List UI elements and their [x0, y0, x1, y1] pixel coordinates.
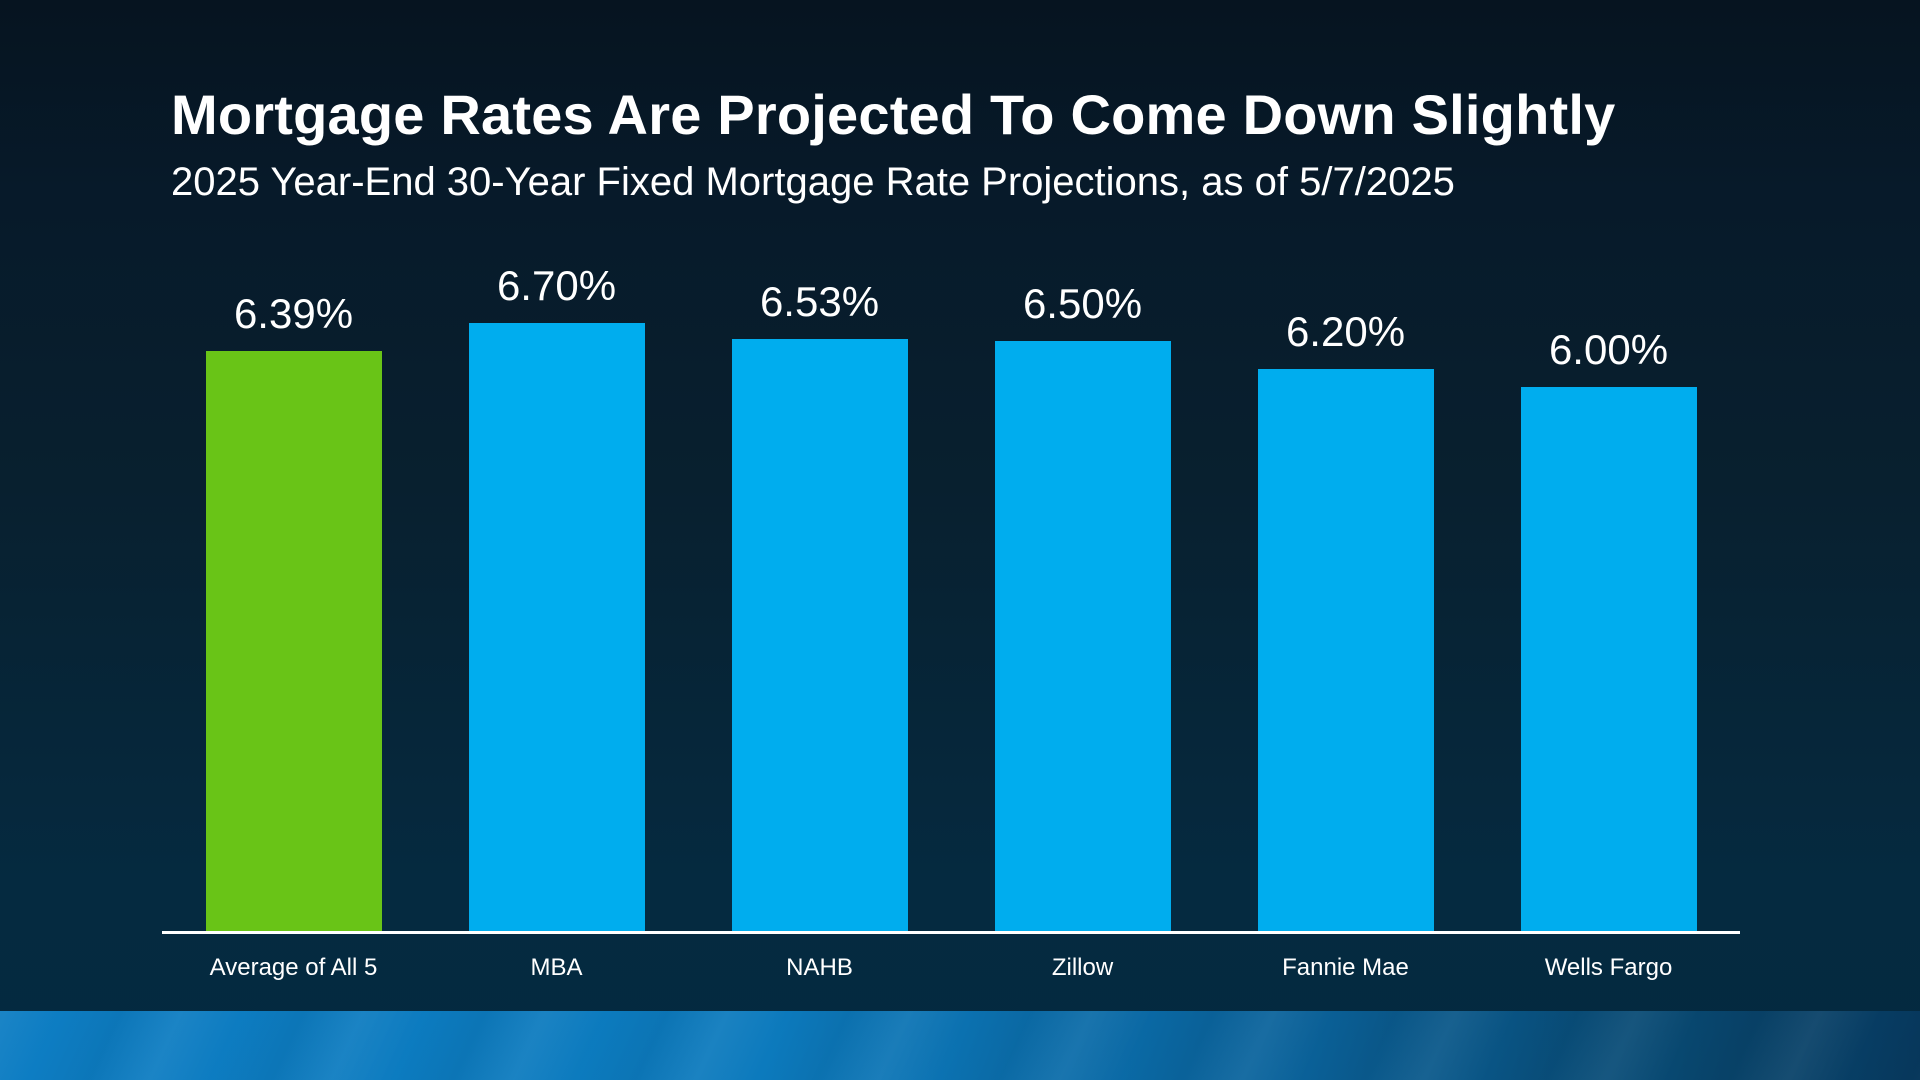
bar-category-label: Zillow — [1051, 954, 1114, 981]
bar — [205, 351, 382, 931]
bar — [1520, 387, 1697, 931]
bar-group: 6.00% — [1477, 245, 1740, 931]
x-axis-line — [162, 931, 1740, 934]
bar-value-label: 6.50% — [1022, 280, 1143, 327]
bar — [994, 341, 1171, 931]
bar-category-label: Average of All 5 — [209, 954, 378, 981]
bar-group: 6.50% — [951, 245, 1214, 931]
bar-category-label: MBA — [530, 954, 583, 981]
bar — [1257, 369, 1434, 931]
bar-value-label: 6.00% — [1548, 326, 1669, 373]
chart-title: Mortgage Rates Are Projected To Come Dow… — [171, 83, 1616, 146]
bar-group: 6.53% — [688, 245, 951, 931]
footer-decoration-band — [0, 1011, 1920, 1080]
bar-value-label: 6.20% — [1285, 308, 1406, 355]
bar-value-label: 6.53% — [759, 278, 880, 325]
chart-subtitle: 2025 Year-End 30-Year Fixed Mortgage Rat… — [171, 160, 1455, 204]
bar-group: 6.70% — [425, 245, 688, 931]
bar — [731, 339, 908, 931]
bar — [468, 323, 645, 931]
bar-value-label: 6.39% — [233, 290, 354, 337]
bar-category-label: Wells Fargo — [1544, 954, 1673, 981]
category-labels-row: Average of All 5 MBA NAHB Zillow Fannie Mae W… — [162, 934, 1740, 982]
bar-category-label: NAHB — [786, 954, 853, 981]
bar-group: 6.39% — [162, 245, 425, 931]
bars-row: 6.39% 6.70% 6.53% 6.50% 6.20% 6.00% — [162, 245, 1740, 931]
bar-group: 6.20% — [1214, 245, 1477, 931]
bar-category-label: Fannie Mae — [1282, 954, 1409, 981]
bar-value-label: 6.70% — [496, 262, 617, 309]
bar-chart: 6.39% 6.70% 6.53% 6.50% 6.20% 6.00% Average o… — [162, 245, 1740, 982]
